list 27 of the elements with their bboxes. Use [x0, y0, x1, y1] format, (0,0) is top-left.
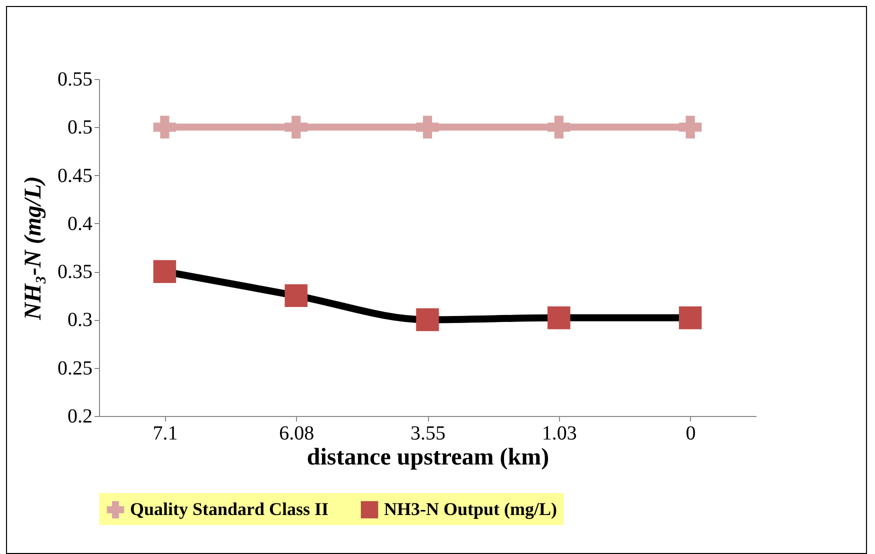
point: [548, 116, 570, 139]
y-tick-label: 0.45: [58, 164, 92, 187]
y-tick-label: 0.55: [58, 68, 92, 90]
point: [153, 260, 176, 283]
y-tick-label: 0.4: [68, 212, 92, 235]
point: [678, 306, 702, 330]
point: [153, 116, 176, 139]
x-tick-label: 6.08: [279, 422, 314, 444]
y-tick-label: 0.2: [68, 406, 92, 428]
legend-label: Quality Standard Class II: [130, 498, 329, 519]
point: [416, 308, 439, 332]
x-tick-label: 0: [686, 422, 696, 444]
x-tick-label: 7.1: [152, 422, 178, 444]
point: [284, 116, 308, 139]
point: [284, 284, 308, 308]
point: [416, 116, 439, 139]
x-tick-label: 1.03: [542, 422, 577, 444]
x-tick-label: 3.55: [410, 422, 446, 444]
y-tick-label: 0.35: [58, 261, 92, 284]
point: [678, 116, 702, 139]
y-tick-label: 0.25: [58, 357, 92, 380]
y-tick-label: 0.3: [68, 309, 92, 332]
y-tick-label: 0.5: [68, 116, 92, 139]
legend-label: NH3-N Output (mg/L): [384, 498, 558, 519]
y-axis-title: NH₃-N (mg/L): [20, 176, 46, 321]
point: [548, 306, 570, 330]
x-axis-title: distance upstream (km): [306, 444, 550, 470]
